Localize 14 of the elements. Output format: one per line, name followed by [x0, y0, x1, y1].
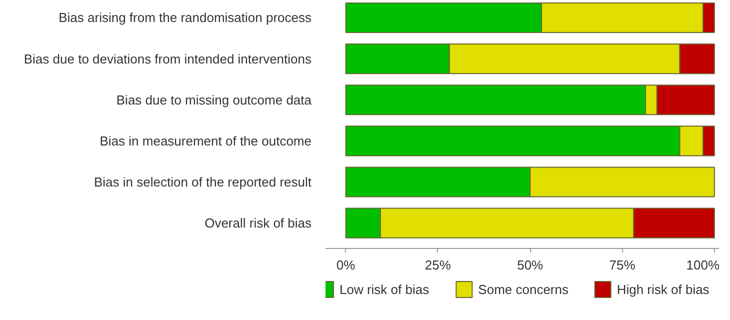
y-tick-label: Bias arising from the randomisation process [58, 10, 312, 26]
legend-label: Low risk of bias [340, 282, 430, 297]
y-tick-label: Bias due to deviations from intended interventions [24, 51, 312, 66]
y-tick-label: Bias in selection of the reported result [94, 174, 312, 190]
x-tick-label: 50% [517, 258, 544, 272]
x-tick-label: 100% [686, 258, 720, 272]
x-tick-label: 75% [609, 258, 636, 272]
x-tick-label: 25% [424, 258, 452, 272]
y-tick-label: Overall risk of bias [204, 216, 312, 231]
legend-label: High risk of bias [616, 282, 710, 297]
y-tick-label: Bias due to missing outcome data [116, 92, 312, 108]
legend-label: Some concerns [478, 282, 569, 297]
x-tick-label: 0% [336, 258, 356, 272]
y-tick-label: Bias in measurement of the outcome [100, 133, 312, 148]
